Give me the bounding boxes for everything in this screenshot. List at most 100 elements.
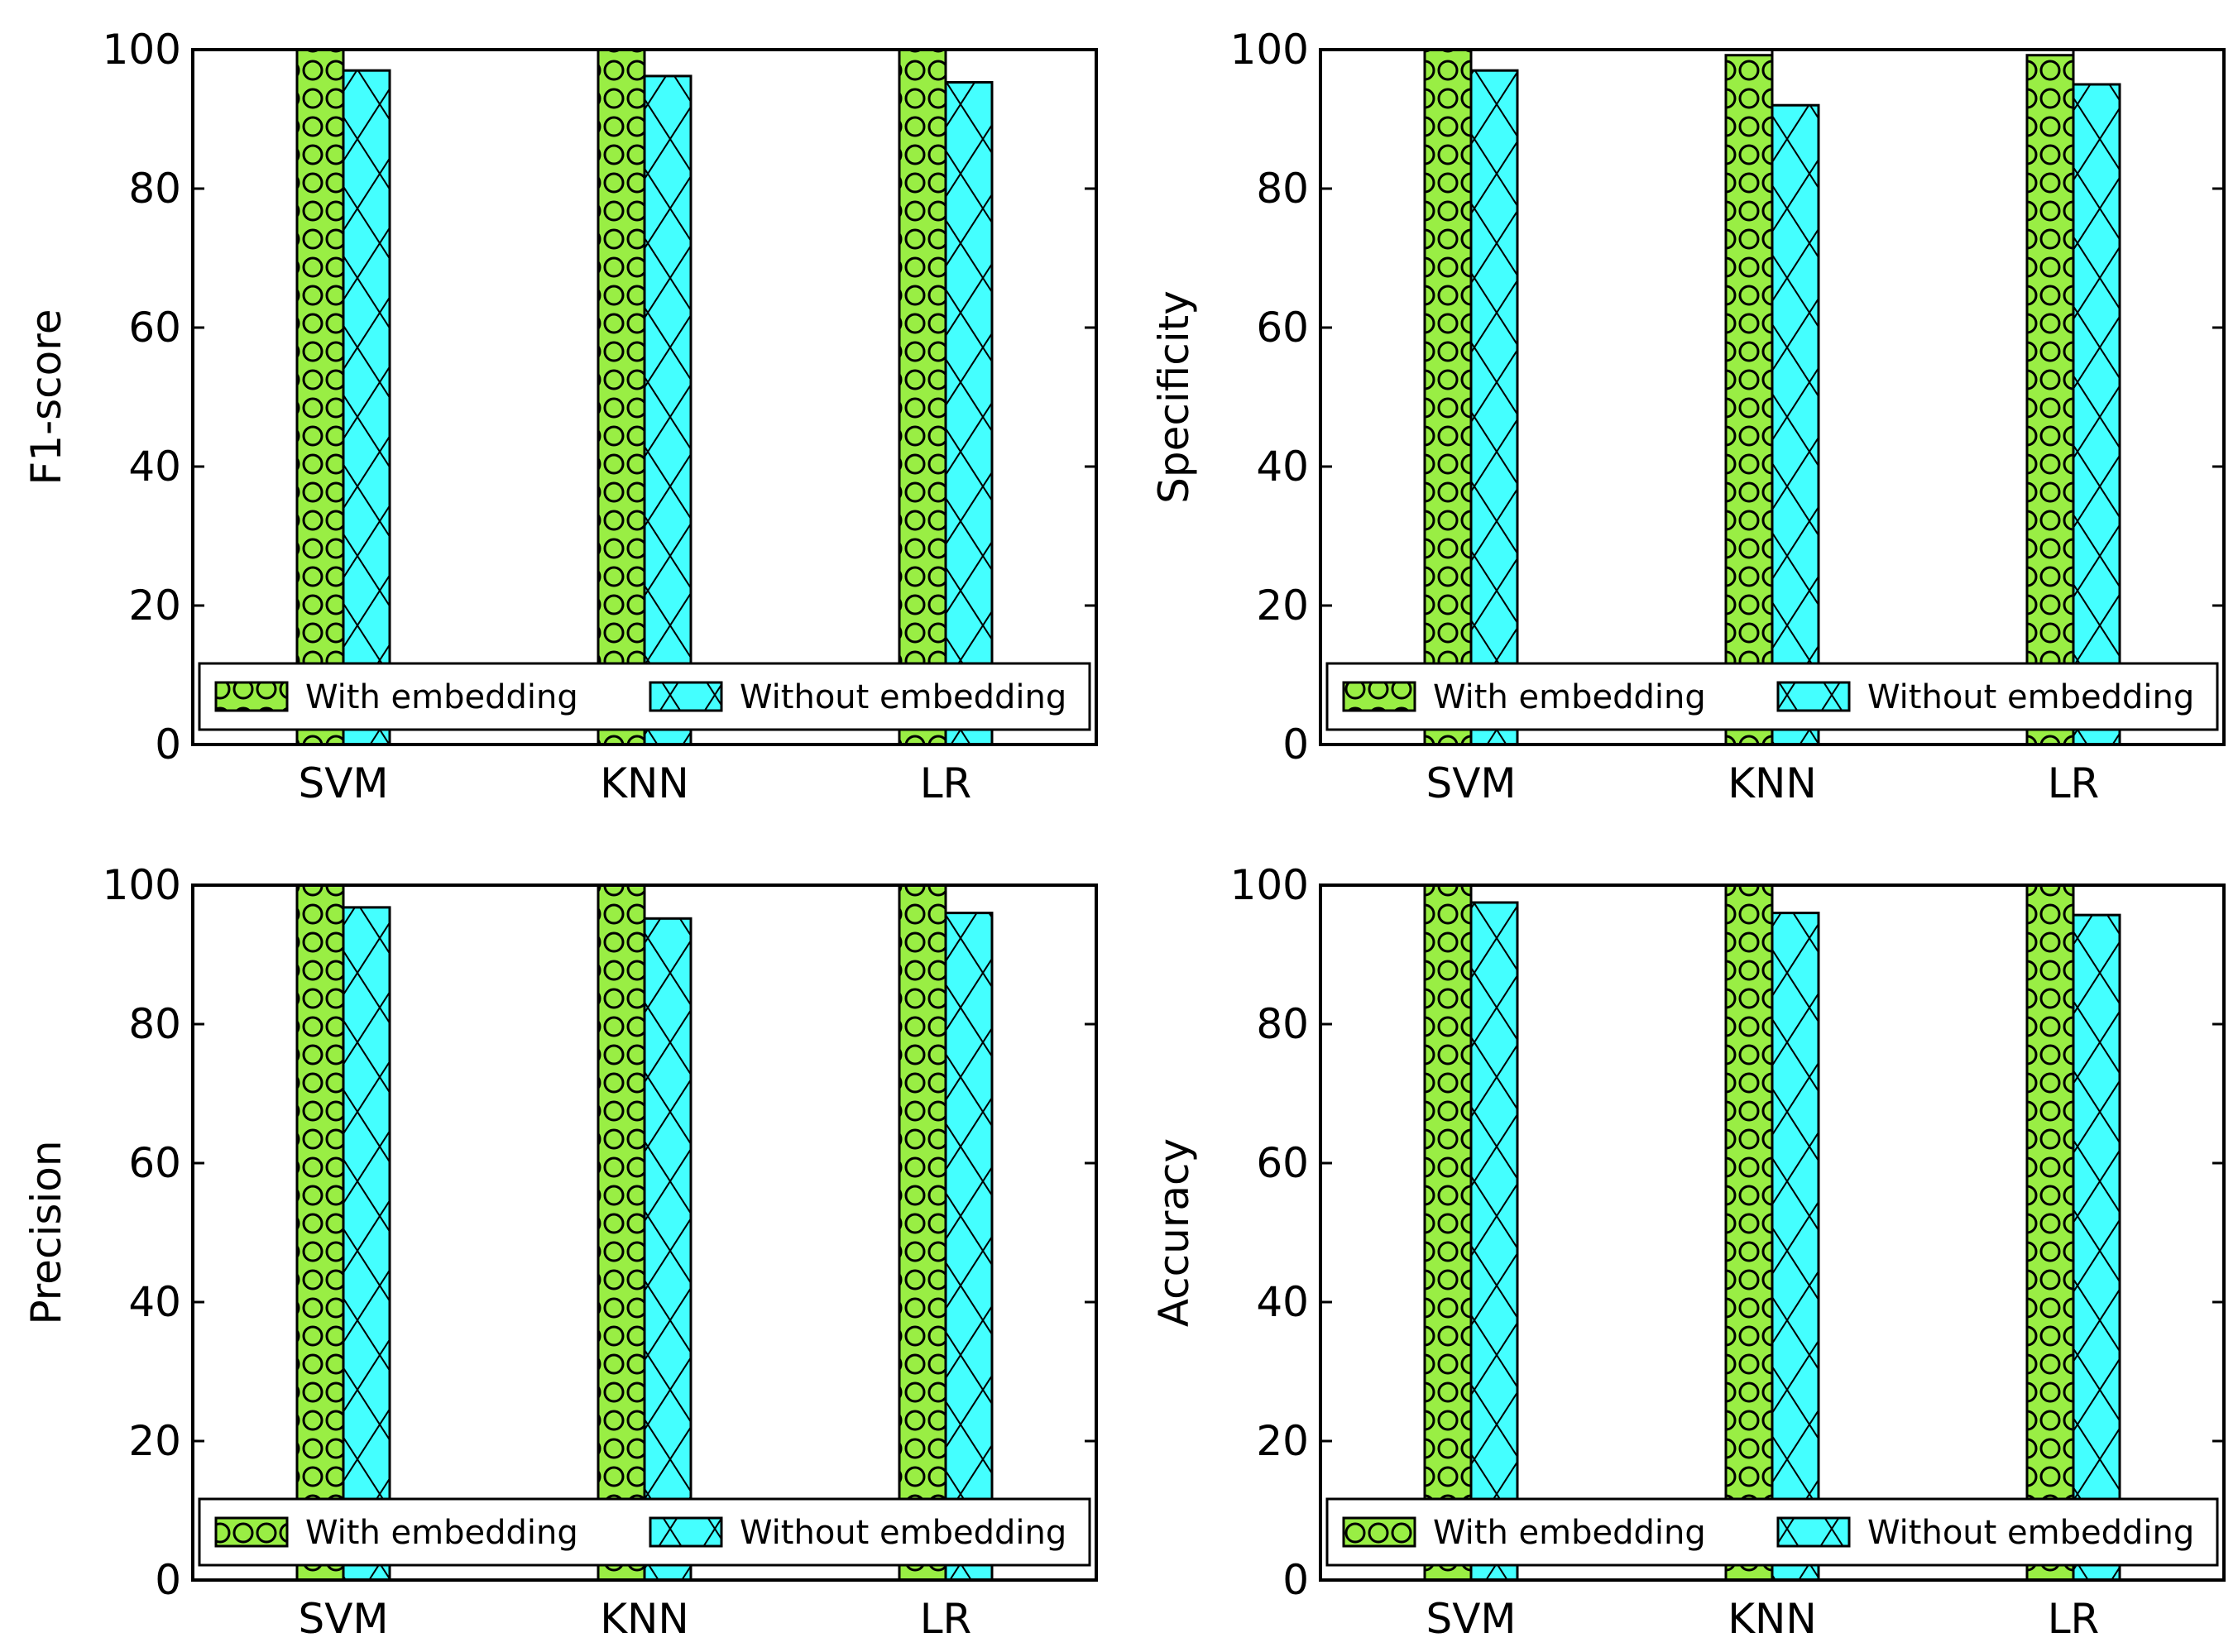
f1-score-legend-swatch-outline-with-embedding: [214, 681, 289, 712]
f1-score-legend-label-with-embedding: With embedding: [305, 678, 578, 716]
f1-score-ytick-label-100: 100: [103, 26, 181, 74]
precision-ytick-label-100: 100: [103, 861, 181, 909]
specificity-legend-swatch-hatch-without-embedding: [1778, 682, 1849, 711]
specificity-y-axis-label: Specificity: [1150, 290, 1198, 504]
f1-score-legend: With embedding Without embedding: [198, 662, 1091, 731]
accuracy-legend-swatch-outline-with-embedding: [1342, 1516, 1416, 1548]
accuracy-xtick-label-svm: SVM: [1426, 1595, 1516, 1643]
f1-score-xtick-label-knn: KNN: [600, 759, 689, 807]
accuracy-bar-svm-with-embedding: [1423, 883, 1473, 1582]
accuracy-chart: 0 20 40 60 80 100 SVM KNN LR Accuracy With embeddi…: [1150, 861, 2226, 1643]
accuracy-legend-label-with-embedding: With embedding: [1433, 1514, 1706, 1552]
accuracy-legend-swatch-hatch-with-embedding: [1344, 1518, 1415, 1546]
accuracy-legend-label-without-embedding: Without embedding: [1867, 1514, 2194, 1552]
f1-score-legend-swatch-hatch-without-embedding: [650, 682, 721, 711]
precision-legend-swatch-hatch-with-embedding: [216, 1518, 287, 1546]
specificity-ytick-label-0: 0: [1282, 721, 1309, 769]
f1-score-bar-svm-with-embedding-hatch: [297, 50, 343, 745]
accuracy-legend-swatch-outline-without-embedding: [1776, 1516, 1851, 1548]
precision-bar-knn-with-embedding: [597, 883, 646, 1582]
specificity-bar-lr-with-embedding: [2025, 54, 2075, 746]
specificity-bar-lr-without-embedding-hatch: [2073, 84, 2120, 745]
accuracy-legend-box: [1325, 1497, 2219, 1567]
f1-score-ytick-label-20: 20: [128, 582, 181, 630]
accuracy-ytick-label-0: 0: [1282, 1556, 1309, 1604]
accuracy-bar-knn-without-embedding: [1771, 912, 1820, 1582]
precision-legend-swatch-hatch-without-embedding: [650, 1518, 721, 1546]
precision-ytick-label-20: 20: [128, 1417, 181, 1465]
precision-xtick-label-lr: LR: [920, 1595, 972, 1643]
f1-score-bar-lr-with-embedding: [898, 48, 947, 746]
accuracy-axes-frame: [1319, 883, 2226, 1582]
specificity-bar-knn-with-embedding-hatch: [1726, 55, 1772, 745]
accuracy-bar-svm-without-embedding: [1469, 901, 1519, 1582]
f1-score-xtick-label-lr: LR: [920, 759, 972, 807]
specificity-legend-label-without-embedding: Without embedding: [1867, 678, 2194, 716]
f1-score-bar-knn-without-embedding-hatch: [645, 75, 691, 745]
accuracy-ytick-label-100: 100: [1230, 861, 1309, 909]
accuracy-bar-svm-with-embedding-hatch: [1425, 885, 1471, 1580]
precision-bar-lr-with-embedding: [898, 883, 947, 1582]
specificity-legend: With embedding Without embedding: [1325, 662, 2219, 731]
f1-score-bar-lr-with-embedding-hatch: [899, 50, 946, 745]
specificity-legend-box: [1325, 662, 2219, 731]
accuracy-bar-knn-without-embedding-hatch: [1772, 912, 1819, 1580]
specificity-bar-svm-without-embedding: [1469, 69, 1519, 746]
precision-legend-label-without-embedding: Without embedding: [740, 1514, 1066, 1552]
specificity-legend-item-without-embedding: Without embedding: [1776, 678, 2194, 716]
specificity-xtick-label-lr: LR: [2048, 759, 2100, 807]
f1-score-ytick-label-80: 80: [128, 165, 181, 213]
precision-bar-knn-without-embedding-hatch: [645, 918, 691, 1580]
accuracy-legend: With embedding Without embedding: [1325, 1497, 2219, 1567]
specificity-bar-svm-with-embedding: [1423, 48, 1473, 746]
f1-score-ytick-label-0: 0: [155, 721, 181, 769]
accuracy-y-axis-label: Accuracy: [1150, 1138, 1198, 1327]
specificity-xtick-label-knn: KNN: [1728, 759, 1817, 807]
precision-ytick-label-40: 40: [128, 1278, 181, 1326]
accuracy-ytick-label-20: 20: [1256, 1417, 1309, 1465]
f1-score-legend-item-without-embedding: Without embedding: [649, 678, 1066, 716]
accuracy-ytick-label-60: 60: [1256, 1139, 1309, 1187]
f1-score-chart: 0 20 40 60 80 100 SVM KNN LR F1-score With embeddi…: [22, 26, 1098, 807]
accuracy-bar-knn-with-embedding-hatch: [1726, 885, 1772, 1580]
specificity-bar-lr-with-embedding-hatch: [2027, 55, 2073, 745]
precision-bar-svm-without-embedding: [342, 906, 391, 1582]
precision-legend-box: [198, 1497, 1091, 1567]
f1-score-legend-label-without-embedding: Without embedding: [740, 678, 1066, 716]
specificity-ytick-label-20: 20: [1256, 582, 1309, 630]
f1-score-legend-box: [198, 662, 1091, 731]
f1-score-legend-swatch-hatch-with-embedding: [216, 682, 287, 711]
accuracy-bar-svm-without-embedding-hatch: [1471, 903, 1517, 1580]
precision-legend-label-with-embedding: With embedding: [305, 1514, 578, 1552]
f1-score-bar-lr-without-embedding-hatch: [946, 82, 992, 745]
precision-bar-svm-without-embedding-hatch: [343, 907, 390, 1580]
precision-chart: 0 20 40 60 80 100 SVM KNN LR Precision With embedd…: [22, 861, 1098, 1643]
accuracy-bar-lr-with-embedding: [2025, 883, 2075, 1582]
precision-ytick-label-0: 0: [155, 1556, 181, 1604]
specificity-legend-swatch-hatch-with-embedding: [1344, 682, 1415, 711]
specificity-bar-knn-without-embedding-hatch: [1772, 105, 1819, 745]
f1-score-bar-knn-with-embedding-hatch: [598, 50, 645, 745]
accuracy-xtick-label-lr: LR: [2048, 1595, 2100, 1643]
precision-bar-lr-without-embedding: [944, 912, 994, 1582]
specificity-legend-item-with-embedding: With embedding: [1342, 678, 1706, 716]
f1-score-bar-svm-without-embedding-hatch: [343, 70, 390, 745]
precision-bar-lr-without-embedding-hatch: [946, 912, 992, 1580]
precision-legend-item-without-embedding: Without embedding: [649, 1514, 1066, 1552]
precision-legend-swatch-outline-with-embedding: [214, 1516, 289, 1548]
accuracy-ytick-label-40: 40: [1256, 1278, 1309, 1326]
f1-score-bar-svm-without-embedding: [342, 69, 391, 746]
precision-ytick-label-60: 60: [128, 1139, 181, 1187]
accuracy-legend-swatch-hatch-without-embedding: [1778, 1518, 1849, 1546]
accuracy-xtick-label-knn: KNN: [1728, 1595, 1817, 1643]
specificity-ytick-label-40: 40: [1256, 443, 1309, 491]
precision-ytick-label-80: 80: [128, 1000, 181, 1048]
specificity-bar-svm-without-embedding-hatch: [1471, 70, 1517, 745]
specificity-ytick-label-100: 100: [1230, 26, 1309, 74]
specificity-chart: 0 20 40 60 80 100 SVM KNN LR Specificity With embe…: [1150, 26, 2226, 807]
f1-score-bar-svm-with-embedding: [295, 48, 345, 746]
precision-y-axis-label: Precision: [22, 1140, 70, 1324]
specificity-bar-lr-without-embedding: [2072, 83, 2121, 746]
f1-score-bar-knn-with-embedding: [597, 48, 646, 746]
specificity-bar-knn-with-embedding: [1724, 54, 1774, 746]
